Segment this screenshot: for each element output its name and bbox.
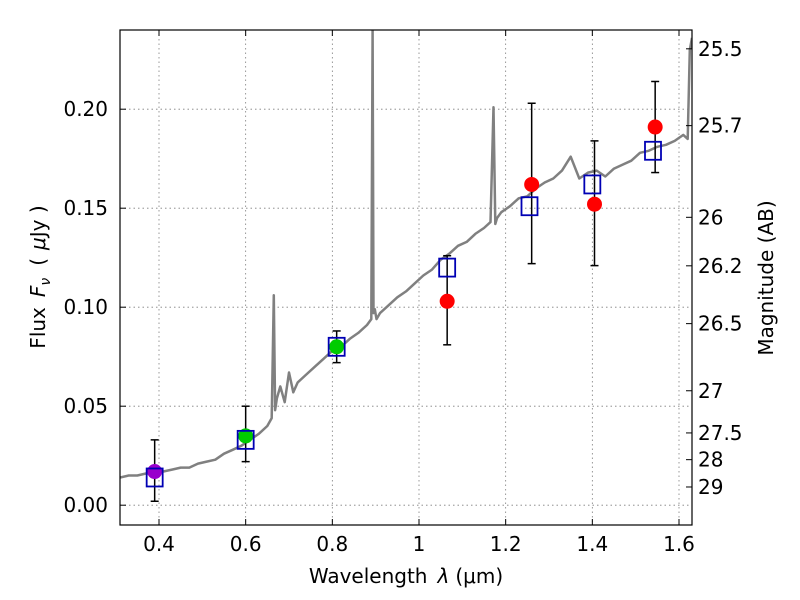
model-photometry-point [644,140,662,161]
y-tick-label: 0.15 [63,196,108,220]
x-tick-label: 0.8 [316,532,348,556]
axis-ticks [120,30,692,525]
mag-tick-label: 29 [698,475,723,499]
model-photometry-point [236,429,255,450]
mag-tick-label: 25.7 [698,114,743,138]
y-tick-label: 0.00 [63,493,108,517]
mag-tick-label: 26.2 [698,254,743,278]
observed-point [524,176,540,192]
y-axis-title: FluxFν(μJy ) [26,205,54,348]
model-photometry-point [520,196,539,217]
y-tick-label: 0.10 [63,295,108,319]
grid-lines [120,30,692,525]
mag-tick-label: 27 [698,379,723,403]
x-tick-label: 1.4 [576,532,608,556]
model-photometry-point [438,257,457,278]
observed-point [329,339,345,355]
plot-frame [119,29,693,526]
model-photometry-point [327,336,346,357]
model-photometry-point [145,467,164,488]
tick-labels: 0.4 0.6 0.8 1 1.2 1.4 1.6 0.00 0.05 0.10 0.15 0.20 2… [63,37,742,556]
y-tick-label: 0.20 [63,97,108,121]
x-axis-title: Wavelength λ (μm) [309,564,503,588]
x-tick-label: 0.4 [143,532,175,556]
mag-tick-label: 28 [698,448,723,472]
y-tick-label: 0.05 [63,394,108,418]
x-tick-label: 0.6 [230,532,262,556]
observed-point [147,464,163,480]
mag-tick-label: 27.5 [698,421,743,445]
x-tick-label: 1.2 [490,532,522,556]
mag-tick-label: 26 [698,205,723,229]
model-photometry-points [145,140,662,488]
y2-axis-title: Magnitude (AB) [754,200,778,355]
model-photometry-point [583,174,602,195]
observed-point [587,196,602,212]
observed-point [439,293,455,309]
x-tick-label: 1.6 [663,532,695,556]
observed-point [238,428,254,444]
observed-point [647,119,663,135]
x-tick-label: 1 [413,532,426,556]
mag-tick-label: 26.5 [698,312,743,336]
mag-tick-label: 25.5 [698,37,743,61]
